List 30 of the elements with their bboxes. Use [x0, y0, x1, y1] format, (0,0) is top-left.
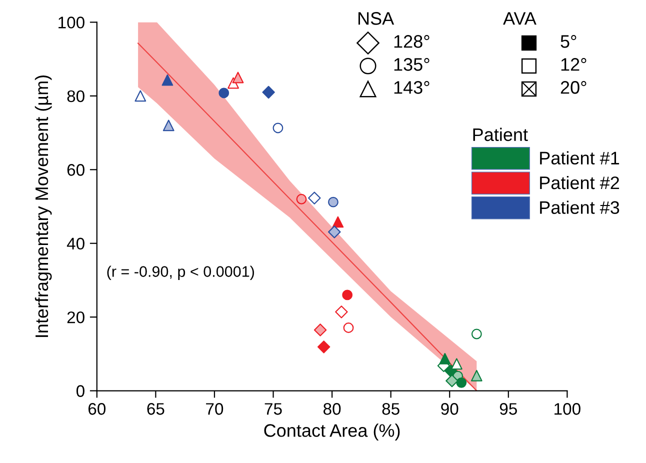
- annotation: 135°: [394, 58, 430, 71]
- y-tick-label: 100: [58, 16, 84, 28]
- annotation: 128°: [394, 35, 430, 48]
- y-tick-label: 40: [66, 238, 84, 250]
- annotation: NSA: [358, 12, 394, 25]
- legend-label: Patient #2: [540, 176, 620, 190]
- legend-label: Patient #3: [540, 200, 620, 214]
- annotation: 5°: [560, 35, 576, 48]
- y-tick-label: 80: [67, 90, 84, 102]
- legend-label: Patient #1: [540, 151, 620, 164]
- y-tick-label: 20: [67, 311, 84, 324]
- legend-title: Patient: [473, 128, 528, 142]
- annotation: 143°: [394, 81, 430, 94]
- x-tick-label: 95: [500, 403, 517, 415]
- x-tick-label: 90: [441, 403, 458, 415]
- x-tick-label: 100: [554, 403, 580, 415]
- annotation: AVA: [503, 12, 536, 25]
- x-tick-label: 70: [206, 403, 224, 415]
- x-tick-label: 80: [324, 403, 341, 415]
- y-tick-label: 60: [67, 164, 84, 176]
- x-tick-label: 75: [264, 403, 282, 415]
- x-tick-label: 60: [88, 403, 106, 415]
- y-tick-label: 0: [76, 385, 84, 397]
- x-tick-label: 65: [147, 403, 164, 415]
- annotation: (r = -0.90, p < 0.0001): [107, 266, 254, 280]
- x-axis-title: Contact Area (%): [264, 424, 400, 440]
- annotation: 20°: [560, 81, 586, 94]
- annotation: 12°: [561, 58, 586, 71]
- x-tick-label: 85: [382, 403, 400, 415]
- y-axis-title: Interfragmentary Movement (µm): [34, 75, 52, 337]
